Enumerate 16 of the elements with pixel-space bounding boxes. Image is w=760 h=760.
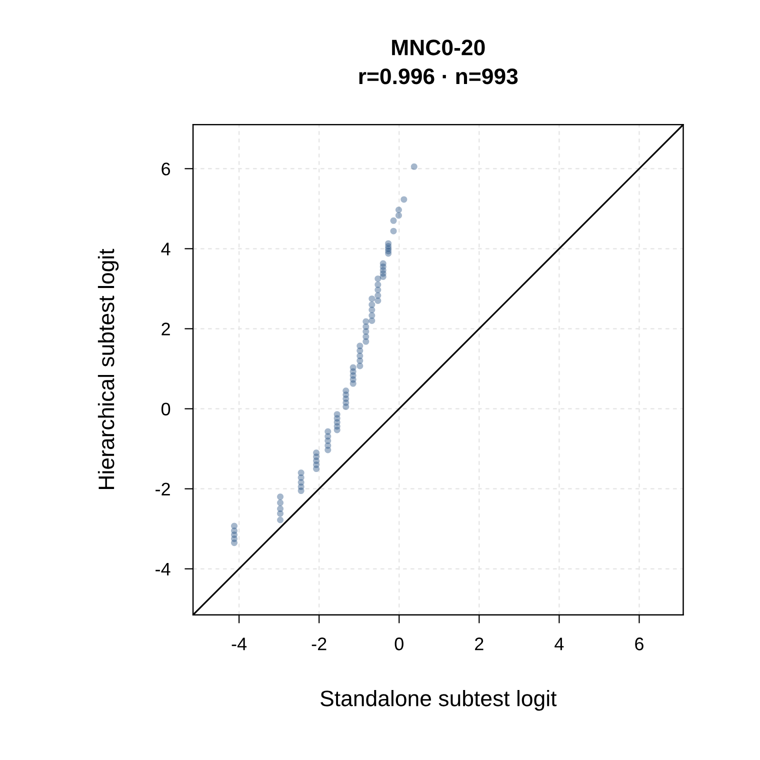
chart-title: MNC0-20 (392, 40, 485, 56)
y-axis-title: Hierarchical subtest logit (98, 248, 119, 489)
y-tick-label: -4 (156, 562, 170, 576)
x-tick-label: -2 (312, 638, 326, 650)
x-tick-label: 4 (554, 638, 564, 650)
y-tick-label: 0 (161, 402, 170, 416)
y-tick-label: 4 (161, 242, 170, 256)
y-tick-label: 6 (162, 162, 170, 176)
chart-subtitle: r=0.996 · n=993 (359, 68, 518, 84)
x-axis-title: Standalone subtest logit (320, 690, 557, 711)
x-tick-label: 0 (394, 638, 404, 650)
x-tick-label: -4 (232, 638, 247, 650)
y-tick-label: -2 (156, 482, 170, 496)
x-tick-label: 6 (635, 638, 644, 650)
y-tick-label: 2 (162, 322, 170, 336)
x-tick-label: 2 (475, 638, 484, 650)
